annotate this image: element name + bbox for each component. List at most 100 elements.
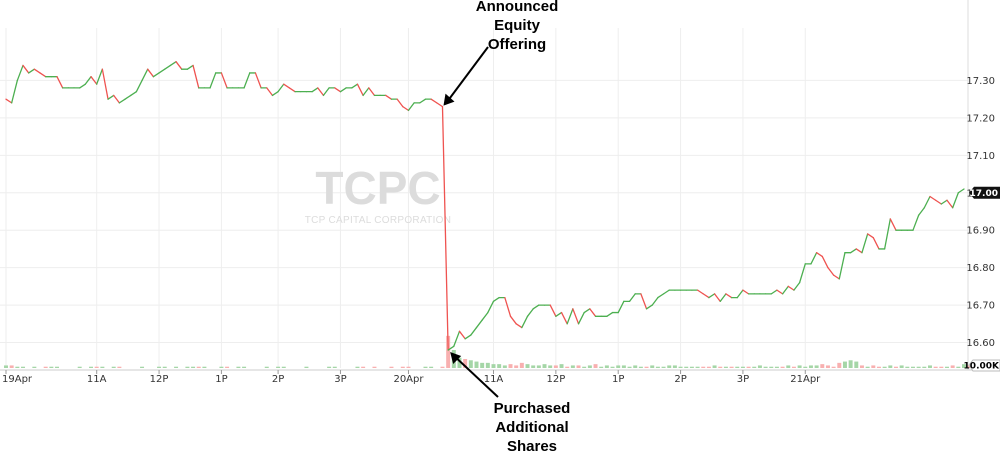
price-segment xyxy=(118,98,126,104)
volume-badge xyxy=(968,359,1000,372)
volume-bar xyxy=(514,365,519,368)
volume-bar xyxy=(446,335,451,368)
price-segment xyxy=(243,72,251,89)
volume-bar xyxy=(372,366,377,368)
price-segment xyxy=(770,289,778,295)
volume-bar xyxy=(264,366,269,368)
x-tick-label: 1P xyxy=(215,374,227,385)
volume-bar xyxy=(604,365,609,368)
price-segment xyxy=(617,300,625,314)
price-segment xyxy=(113,94,121,104)
volume-bar xyxy=(882,366,887,368)
price-segment xyxy=(515,323,523,329)
price-segment xyxy=(164,64,172,70)
price-segment xyxy=(832,274,840,280)
price-segment xyxy=(589,308,597,317)
volume-bar xyxy=(89,366,94,368)
volume-bar xyxy=(746,366,751,368)
volume-bar xyxy=(786,365,791,368)
x-tick-label: 20Apr xyxy=(393,374,424,385)
volume-bar xyxy=(174,366,179,368)
volume-bar xyxy=(859,365,864,368)
volume-bar xyxy=(825,365,830,368)
price-segment xyxy=(781,285,789,295)
price-segment xyxy=(736,289,744,299)
price-segment xyxy=(526,308,534,317)
volume-bar xyxy=(440,366,445,368)
volume-bar xyxy=(519,362,524,368)
price-segment xyxy=(147,68,155,78)
volume-bar xyxy=(327,366,332,368)
price-segment xyxy=(130,91,138,97)
volume-bar xyxy=(55,366,60,368)
price-segment xyxy=(96,68,104,85)
volume-bar xyxy=(854,361,859,368)
volume-bar xyxy=(644,366,649,368)
volume-bar xyxy=(463,359,468,368)
volume-bar xyxy=(480,362,485,368)
volume-bar xyxy=(610,366,615,368)
price-segment xyxy=(56,76,64,89)
annotation-purchase-text: Additional xyxy=(495,419,568,436)
price-segment xyxy=(810,252,818,265)
price-segment xyxy=(492,296,500,302)
volume-bar xyxy=(916,366,921,368)
price-segment xyxy=(464,334,472,340)
price-segment xyxy=(339,87,347,93)
volume-bar xyxy=(140,366,145,368)
annotation-offering-text: Equity xyxy=(494,17,540,34)
volume-bar xyxy=(423,366,428,368)
price-segment xyxy=(725,293,733,299)
volume-bar xyxy=(757,365,762,368)
price-segment xyxy=(912,214,920,231)
price-segment xyxy=(254,72,262,89)
volume-bar xyxy=(429,366,434,368)
y-tick-label: 16.80 xyxy=(966,263,995,274)
x-tick-label: 19Apr xyxy=(2,374,33,385)
volume-bar xyxy=(695,366,700,368)
price-segment xyxy=(929,195,937,201)
y-tick-label: 17.30 xyxy=(966,76,995,87)
volume-bar xyxy=(531,365,536,368)
volume-bar xyxy=(49,366,54,368)
volume-bar xyxy=(616,365,621,368)
price-segment xyxy=(135,79,143,93)
price-segment xyxy=(952,192,959,209)
volume-bar xyxy=(808,365,813,368)
price-segment xyxy=(152,72,160,78)
volume-bar xyxy=(899,365,904,368)
volume-bar xyxy=(701,366,706,368)
volume-bar xyxy=(485,362,490,368)
price-segment xyxy=(708,293,716,299)
volume-bar xyxy=(933,366,938,368)
volume-bar xyxy=(627,366,632,368)
price-segment xyxy=(317,87,325,97)
price-segment xyxy=(368,87,376,97)
price-segment xyxy=(22,64,30,74)
volume-bar xyxy=(672,365,677,368)
price-segment xyxy=(322,87,330,97)
price-segment xyxy=(555,311,563,317)
price-segment xyxy=(521,315,529,329)
y-axis: 16.60 16.70 16.80 16.90 17.00 17.10 17.20 17.30 xyxy=(966,76,995,349)
volume-bar xyxy=(910,366,915,368)
volume-bar xyxy=(196,366,201,368)
price-segment xyxy=(827,266,835,276)
volume-bar xyxy=(871,365,876,368)
y-tick-label: 16.70 xyxy=(966,301,995,312)
volume-bar xyxy=(950,365,955,368)
volume-bar xyxy=(468,360,473,368)
price-segment xyxy=(33,68,41,74)
price-segment xyxy=(798,263,806,284)
price-segment xyxy=(169,61,177,67)
price-segment xyxy=(430,98,438,104)
price-segment xyxy=(742,289,750,295)
x-tick-label: 1P xyxy=(612,374,624,385)
volume-bar xyxy=(763,366,768,368)
price-segment xyxy=(776,289,784,295)
volume-bar xyxy=(457,357,462,368)
price-segment xyxy=(266,87,274,97)
annotation-purchase-arrowhead xyxy=(450,352,462,365)
annotation-offering-arrow xyxy=(445,46,489,104)
